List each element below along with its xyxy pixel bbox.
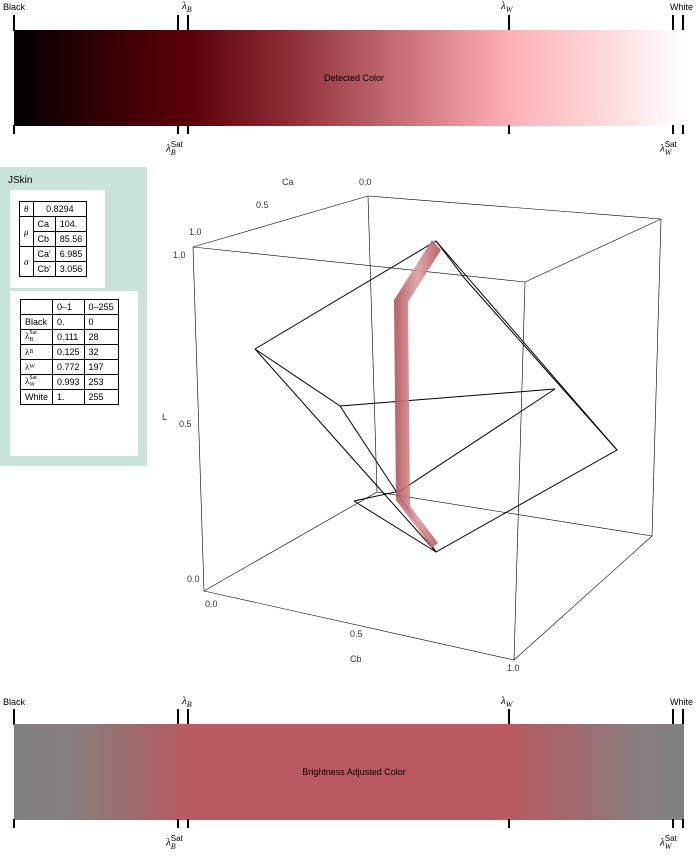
lambda-w-sat-label: λ Sat W: [660, 140, 677, 157]
levels-row: White 1. 255: [19, 389, 119, 405]
axis-cb-tick: 1.0: [507, 663, 520, 673]
axis-cb-tick: 0.5: [350, 629, 363, 639]
lambda-w-label: λW: [501, 0, 513, 15]
levels-header-row: 0–1 0–255: [19, 299, 119, 315]
levels-value-01-cell: 1.: [52, 389, 85, 405]
slice-polygons: [254, 240, 618, 553]
tick-lambda-w-top: [508, 15, 510, 31]
axis-ca-tick: 0.0: [359, 177, 372, 187]
axis-l-tick: 1.0: [173, 250, 186, 260]
tick-white-top: [682, 15, 684, 31]
jskin-panel: JSkin θ 0.8294 μ Ca 104. Cb 85.56 σ Ca' …: [0, 167, 147, 466]
detected-color-label: Detected Color: [323, 73, 385, 83]
black-label: Black: [3, 2, 26, 12]
tick-white-bottom: [682, 819, 684, 828]
params-box: θ 0.8294 μ Ca 104. Cb 85.56 σ Ca' 6.985 …: [10, 190, 105, 288]
tick-lambda-b-top: [187, 709, 189, 725]
tick-lambda-b-sat-top: [177, 15, 179, 31]
axis-ca-label: Ca: [282, 177, 294, 187]
lambda-w-sat-label: λ Sat W: [660, 834, 677, 851]
tick-lambda-b-bottom: [187, 125, 189, 134]
tick-lambda-b-bottom: [187, 819, 189, 828]
axis-cb-tick: 0.0: [205, 599, 218, 609]
skin-color-tube: [394, 240, 441, 548]
tick-lambda-w-bottom: [508, 819, 510, 828]
bounding-box: [192, 195, 662, 661]
levels-value-255-cell: 255: [83, 389, 119, 405]
tick-black-top: [13, 709, 15, 725]
levels-box: 0–1 0–255 Black 0. 0 λ Sat B 0.111 28 λ B 0.125 32 λ…: [10, 291, 138, 456]
axis-l-tick: 0.5: [179, 419, 192, 429]
tick-lambda-w-top: [508, 709, 510, 725]
lambda-b-label: λB: [182, 695, 192, 710]
axis-ca-tick: 0.5: [256, 200, 269, 210]
tick-black-bottom: [13, 125, 15, 134]
axis-ca-tick: 1.0: [189, 227, 202, 237]
levels-name-cell: White: [19, 389, 54, 405]
lambda-b-label: λB: [182, 0, 192, 15]
sigma-cb-value: 3.056: [54, 261, 88, 277]
brightness-adjusted-gradient: [14, 724, 684, 820]
detected-color-gradient: [14, 30, 684, 126]
axis-l-label: L: [162, 412, 167, 422]
black-label: Black: [3, 697, 26, 707]
axis-cb-label: Cb: [350, 654, 362, 664]
tick-black-bottom: [13, 819, 15, 828]
tick-white-top: [682, 709, 684, 725]
mu-cb-value: 85.56: [54, 231, 88, 247]
tick-lambda-b-sat-bottom: [177, 125, 179, 134]
levels-row: Black 0. 0: [19, 314, 119, 330]
brightness-adjusted-label: Brightness Adjusted Color: [302, 767, 406, 777]
white-label: White: [670, 2, 694, 12]
tick-lambda-w-sat-top: [672, 709, 674, 725]
tick-lambda-w-sat-top: [672, 15, 674, 31]
sigma-cb-key: Cb': [32, 261, 56, 277]
levels-name-cell: λ Sat B: [19, 329, 54, 345]
tick-lambda-w-sat-bottom: [672, 819, 674, 828]
lambda-b-sat-label: λ Sat B: [166, 140, 183, 157]
tick-lambda-w-sat-bottom: [672, 125, 674, 134]
tick-white-bottom: [682, 125, 684, 134]
lambda-b-sat-label: λ Sat B: [166, 834, 183, 851]
axis-l-tick: 0.0: [187, 574, 200, 584]
tick-lambda-b-sat-top: [177, 709, 179, 725]
tick-black-top: [13, 15, 15, 31]
levels-row: λ B 0.125 32: [19, 344, 119, 360]
jskin-title: JSkin: [8, 175, 33, 186]
params-table: θ 0.8294 μ Ca 104. Cb 85.56 σ Ca' 6.985 …: [19, 201, 88, 277]
levels-table: 0–1 0–255 Black 0. 0 λ Sat B 0.111 28 λ B 0.125 32 λ…: [19, 299, 119, 405]
tick-lambda-b-sat-bottom: [177, 819, 179, 828]
tick-lambda-b-top: [187, 15, 189, 31]
levels-row: λ Sat B 0.111 28: [19, 329, 119, 345]
white-label: White: [670, 697, 694, 707]
tick-lambda-w-bottom: [508, 125, 510, 134]
lambda-w-label: λW: [501, 695, 513, 710]
